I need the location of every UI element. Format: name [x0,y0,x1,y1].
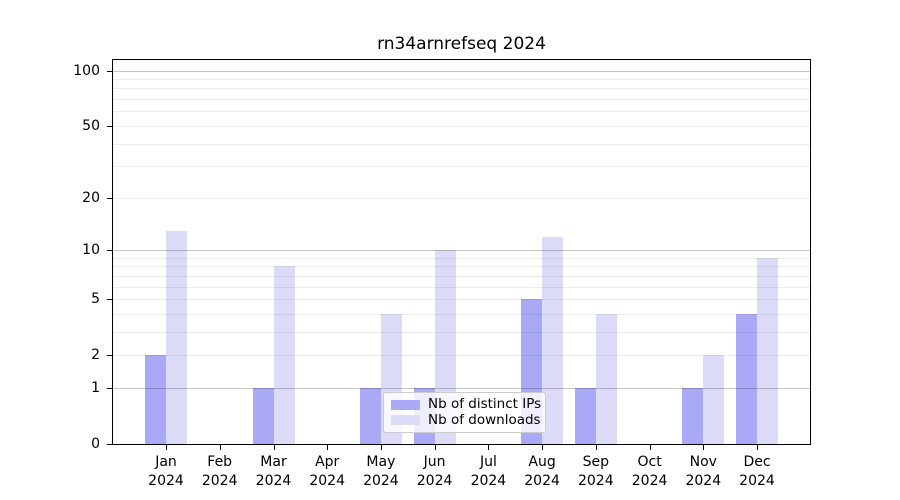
y-tick-label-100: 100 [73,62,100,79]
bar-nb-of-distinct-ips-jan [145,355,166,444]
bar-nb-of-downloads-aug [542,236,564,444]
bar-nb-of-downloads-nov [703,355,725,444]
gridline-100 [113,70,810,72]
gridline-6 [113,286,810,288]
gridline-8 [113,266,810,268]
x-tick-mark-jun [434,445,436,450]
plot-area [112,59,811,445]
x-tick-mark-oct [649,445,651,450]
y-tick-mark-1 [107,387,112,389]
x-tick-label-jan: Jan 2024 [148,454,184,489]
bar-nb-of-distinct-ips-mar [252,387,274,444]
x-tick-mark-mar [273,445,275,450]
y-tick-mark-2 [107,355,112,357]
gridline-10 [113,250,810,251]
gridline-7 [113,275,810,277]
gridline-80 [113,88,810,90]
y-tick-mark-50 [107,125,112,127]
bar-nb-of-downloads-dec [757,257,778,444]
bar-nb-of-distinct-ips-dec [736,313,757,444]
gridline-20 [113,197,810,199]
x-tick-label-jun: Jun 2024 [416,454,453,489]
gridline-2 [113,355,810,357]
gridline-60 [113,111,810,113]
bar-nb-of-downloads-mar [273,266,295,444]
y-tick-mark-5 [107,299,112,300]
gridline-50 [113,125,810,127]
x-tick-mark-jan [166,445,167,450]
gridline-40 [113,143,810,145]
y-tick-label-50: 50 [82,117,100,134]
x-tick-label-aug: Aug 2024 [524,454,560,489]
gridline-30 [113,166,810,168]
bar-nb-of-distinct-ips-nov [682,387,704,444]
x-tick-mark-apr [327,445,329,450]
bar-nb-of-downloads-sep [595,313,617,444]
x-tick-label-apr: Apr 2024 [309,454,345,489]
y-tick-label-2: 2 [91,347,100,364]
x-tick-mark-feb [219,445,221,450]
legend: Nb of distinct IPs Nb of downloads [383,392,546,433]
x-tick-label-mar: Mar 2024 [255,454,292,489]
legend-swatch-downloads [391,415,420,426]
x-tick-label-jul: Jul 2024 [470,454,507,489]
legend-swatch-distinct-ips [391,399,420,410]
x-tick-label-sep: Sep 2024 [577,454,614,489]
x-tick-label-nov: Nov 2024 [685,454,722,489]
gridline-3 [113,331,810,333]
gridline-90 [113,79,810,80]
legend-row-downloads: Nb of downloads [391,411,541,428]
x-tick-mark-sep [595,445,597,450]
x-tick-mark-aug [542,445,544,450]
bar-nb-of-distinct-ips-may [359,387,381,444]
chart-title: rn34arnrefseq 2024 [377,34,546,54]
gridline-1 [113,387,810,389]
legend-label-distinct-ips: Nb of distinct IPs [428,396,542,413]
x-tick-mark-may [380,445,382,450]
x-tick-label-feb: Feb 2024 [201,454,238,489]
y-tick-label-5: 5 [91,291,100,307]
bar-nb-of-downloads-jan [166,230,187,444]
gridline-70 [113,99,810,101]
x-tick-label-oct: Oct 2024 [631,454,668,489]
y-tick-mark-10 [107,250,112,251]
x-tick-mark-nov [703,445,705,450]
y-tick-mark-100 [107,70,112,72]
bar-nb-of-distinct-ips-sep [574,387,596,444]
x-tick-label-dec: Dec 2024 [739,454,775,489]
gridline-4 [113,313,810,315]
x-tick-mark-dec [757,445,758,450]
y-tick-label-20: 20 [82,189,100,206]
y-tick-label-0: 0 [91,436,100,452]
gridline-5 [113,299,810,300]
x-tick-label-may: May 2024 [363,454,399,489]
gridline-9 [113,257,810,259]
y-tick-label-10: 10 [82,242,100,258]
y-tick-label-1: 1 [91,379,100,396]
y-tick-mark-20 [107,197,112,199]
x-tick-mark-jul [488,445,490,450]
legend-row-distinct-ips: Nb of distinct IPs [391,396,542,413]
legend-label-downloads: Nb of downloads [428,411,541,428]
y-tick-mark-0 [107,444,112,445]
